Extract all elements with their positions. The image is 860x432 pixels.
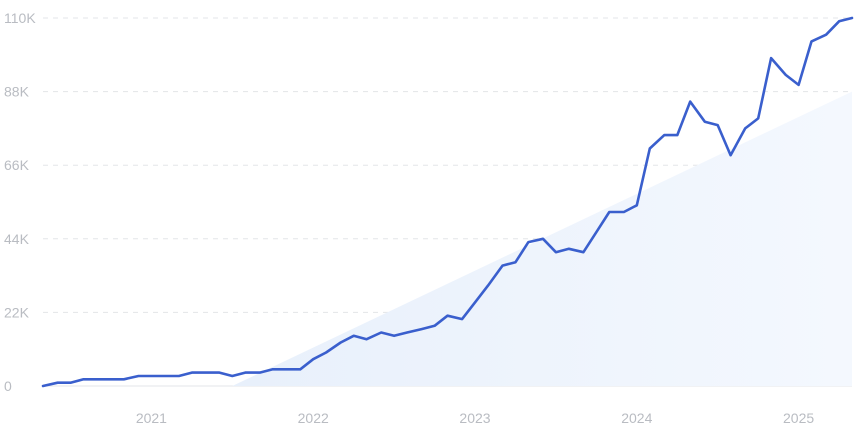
y-axis-tick-labels: 0 22K 44K 66K 88K 110K <box>4 10 36 394</box>
x-tick-label: 2023 <box>459 410 490 426</box>
x-tick-label: 2021 <box>136 410 167 426</box>
x-tick-label: 2022 <box>298 410 329 426</box>
y-tick-label: 0 <box>4 378 12 394</box>
y-tick-label: 22K <box>4 304 30 320</box>
x-tick-label: 2025 <box>783 410 814 426</box>
series-line <box>41 16 854 388</box>
y-tick-label: 110K <box>4 10 36 26</box>
y-tick-label: 88K <box>4 84 30 100</box>
x-axis-tick-labels: 2021 2022 2023 2024 2025 <box>136 410 815 426</box>
trend-area <box>232 91 852 386</box>
y-tick-label: 66K <box>4 157 30 173</box>
x-tick-label: 2024 <box>621 410 652 426</box>
y-tick-label: 44K <box>4 231 30 247</box>
